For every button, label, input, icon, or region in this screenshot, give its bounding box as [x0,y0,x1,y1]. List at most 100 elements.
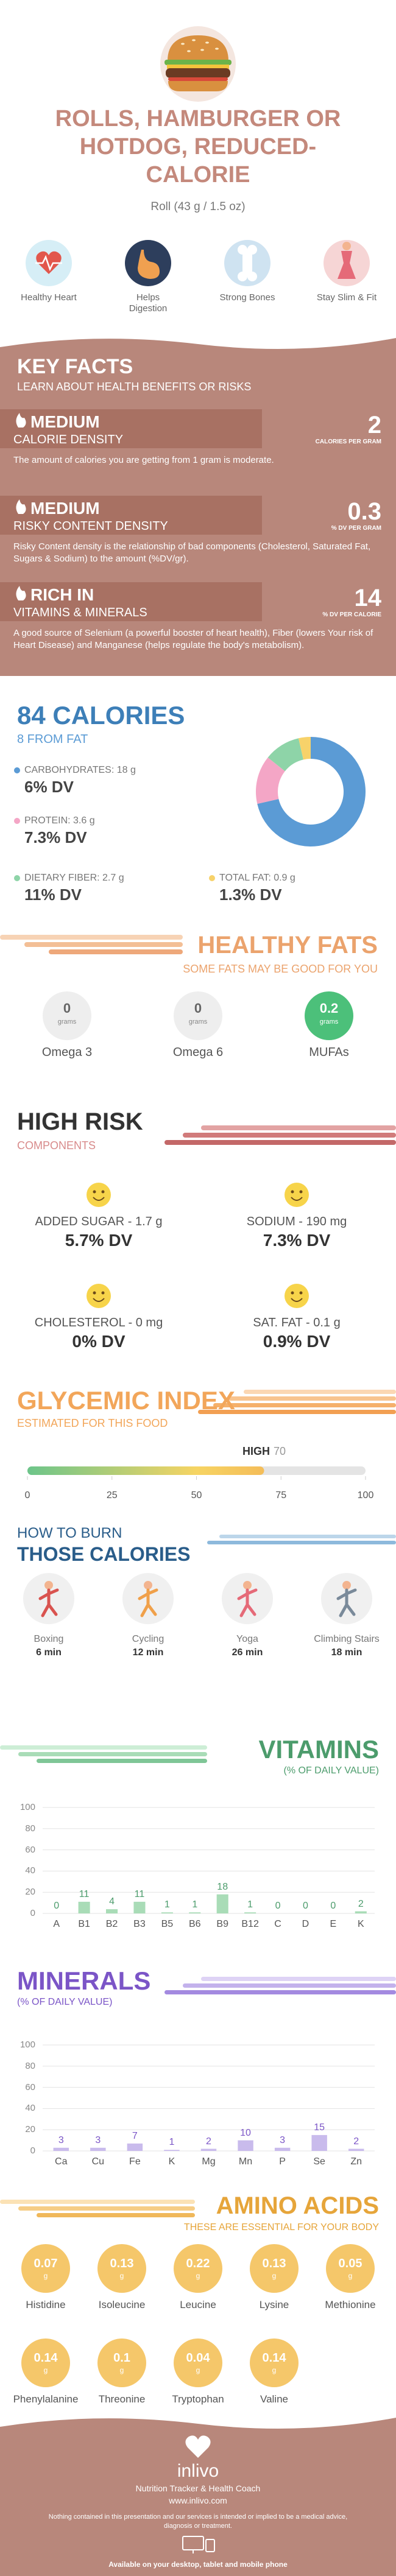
risk-label: ADDED SUGAR - 1.7 g [35,1215,163,1228]
section-title: HEALTHY FATS [197,932,378,959]
fact-level: MEDIUM [30,412,100,431]
gi-tick-label: 0 [24,1490,30,1501]
activity-name: Boxing [34,1634,64,1644]
x-tick-label: B3 [133,1919,146,1929]
smiley-mouth [291,1197,303,1201]
fact-name: CALORIE DENSITY [13,433,124,446]
gi-tick-label: 75 [275,1490,287,1501]
fact-name: VITAMINS & MINERALS [13,606,147,619]
gi-value: 70 [273,1445,286,1457]
donut-segment [267,738,304,772]
amino-circle [326,2244,375,2293]
bone-end [247,272,257,281]
x-tick-label: Se [313,2156,325,2167]
section-subtitle: THESE ARE ESSENTIAL FOR YOUR BODY [183,2222,379,2233]
activity-name: Yoga [236,1634,258,1644]
amino-circle [21,2338,70,2387]
decor-stripe [207,1541,396,1544]
fat-name: MUFAs [309,1046,349,1059]
decor-stripe [0,1745,207,1750]
section-title: HIGH RISK [17,1108,143,1135]
y-tick-label: 60 [25,1844,35,1855]
amino-unit: g [43,2366,48,2374]
y-tick-label: 40 [25,1865,35,1876]
nutrient-label: PROTEIN: 3.6 g [24,815,95,826]
bar-value-label: 3 [58,2134,64,2145]
decor-stripe [164,1140,396,1145]
chart-title: MINERALS [17,1966,151,1995]
figure-glyph [338,251,356,279]
x-tick-label: B12 [241,1919,259,1929]
section-title: AMINO ACIDS [216,2192,379,2219]
risk-label: CHOLESTEROL - 0 mg [34,1316,163,1329]
y-tick-label: 20 [25,2124,35,2135]
y-tick-label: 20 [25,1887,35,1898]
amino-value: 0.14 [34,2351,58,2365]
bar [78,1901,90,1913]
smiley-mouth [93,1197,105,1201]
benefit-label: Healthy Heart [21,292,77,303]
fat-unit: grams [57,1018,77,1026]
x-tick-label: Mn [238,2156,253,2167]
fact-name: RISKY CONTENT DENSITY [13,519,168,533]
x-tick-label: Zn [350,2156,362,2167]
bar-value-label: 1 [164,1899,170,1910]
fact-level: MEDIUM [30,499,100,518]
risk-dv: 0.9% DV [263,1332,331,1351]
amino-circle [97,2338,146,2387]
bar [164,2150,180,2151]
amino-unit: g [119,2272,124,2280]
amino-value: 0.14 [262,2351,286,2365]
benefit-label: Helps Digestion [129,292,168,314]
amino-value: 0.07 [34,2257,58,2270]
nutrient-label: TOTAL FAT: 0.9 g [219,873,295,883]
smiley-mouth [291,1298,303,1302]
activity-body [336,1588,357,1617]
device-tablet [205,2539,215,2552]
section-subtitle: ESTIMATED FOR THIS FOOD [17,1417,168,1429]
calories-subtitle: 8 FROM FAT [17,733,88,746]
bar-value-label: 1 [192,1899,198,1910]
amino-name: Valine [260,2393,288,2405]
burn-title: THOSE CALORIES [17,1543,191,1565]
x-tick-label: Mg [202,2156,216,2167]
sesame [181,43,185,45]
decor-stripe [228,1396,396,1401]
risk-dv: 5.7% DV [65,1231,133,1250]
fact-header-band [0,409,262,448]
x-tick-label: C [274,1919,281,1929]
footer-brand: inlivo [177,2461,219,2481]
bar-value-label: 11 [79,1888,90,1899]
y-tick-label: 60 [25,2082,35,2092]
activity-body [38,1588,59,1617]
footer-background [0,2418,396,2576]
fat-value: 0 [194,1001,202,1016]
fact-icon [16,413,26,428]
amino-value: 0.1 [113,2351,130,2365]
section-subtitle: COMPONENTS [17,1139,96,1152]
y-tick-label: 80 [25,2060,35,2071]
fact-unit: CALORIES PER GRAM [315,438,381,445]
calories-title: 84 CALORIES [17,701,185,730]
fact-value: 14 [354,585,382,611]
chart-subtitle: (% OF DAILY VALUE) [283,1765,379,1776]
activity-name: Cycling [132,1634,164,1644]
amino-value: 0.22 [186,2257,210,2270]
amino-value: 0.13 [110,2257,134,2270]
amino-circle [97,2244,146,2293]
x-tick-label: B6 [188,1919,201,1929]
activity-head [342,1581,351,1589]
bar [127,2143,143,2151]
sesame [187,50,191,52]
nutrient-dot [14,818,20,824]
x-tick-label: Fe [129,2156,141,2167]
decor-stripe [37,1759,207,1763]
bar-value-label: 18 [217,1881,228,1892]
bar-value-label: 7 [132,2130,138,2141]
section-title: GLYCEMIC INDEX [17,1386,235,1415]
fat-circle [174,991,222,1040]
amino-name: Threonine [98,2393,146,2405]
burger-bun-top [168,35,228,61]
fact-unit: % DV PER CALORIE [322,611,381,618]
